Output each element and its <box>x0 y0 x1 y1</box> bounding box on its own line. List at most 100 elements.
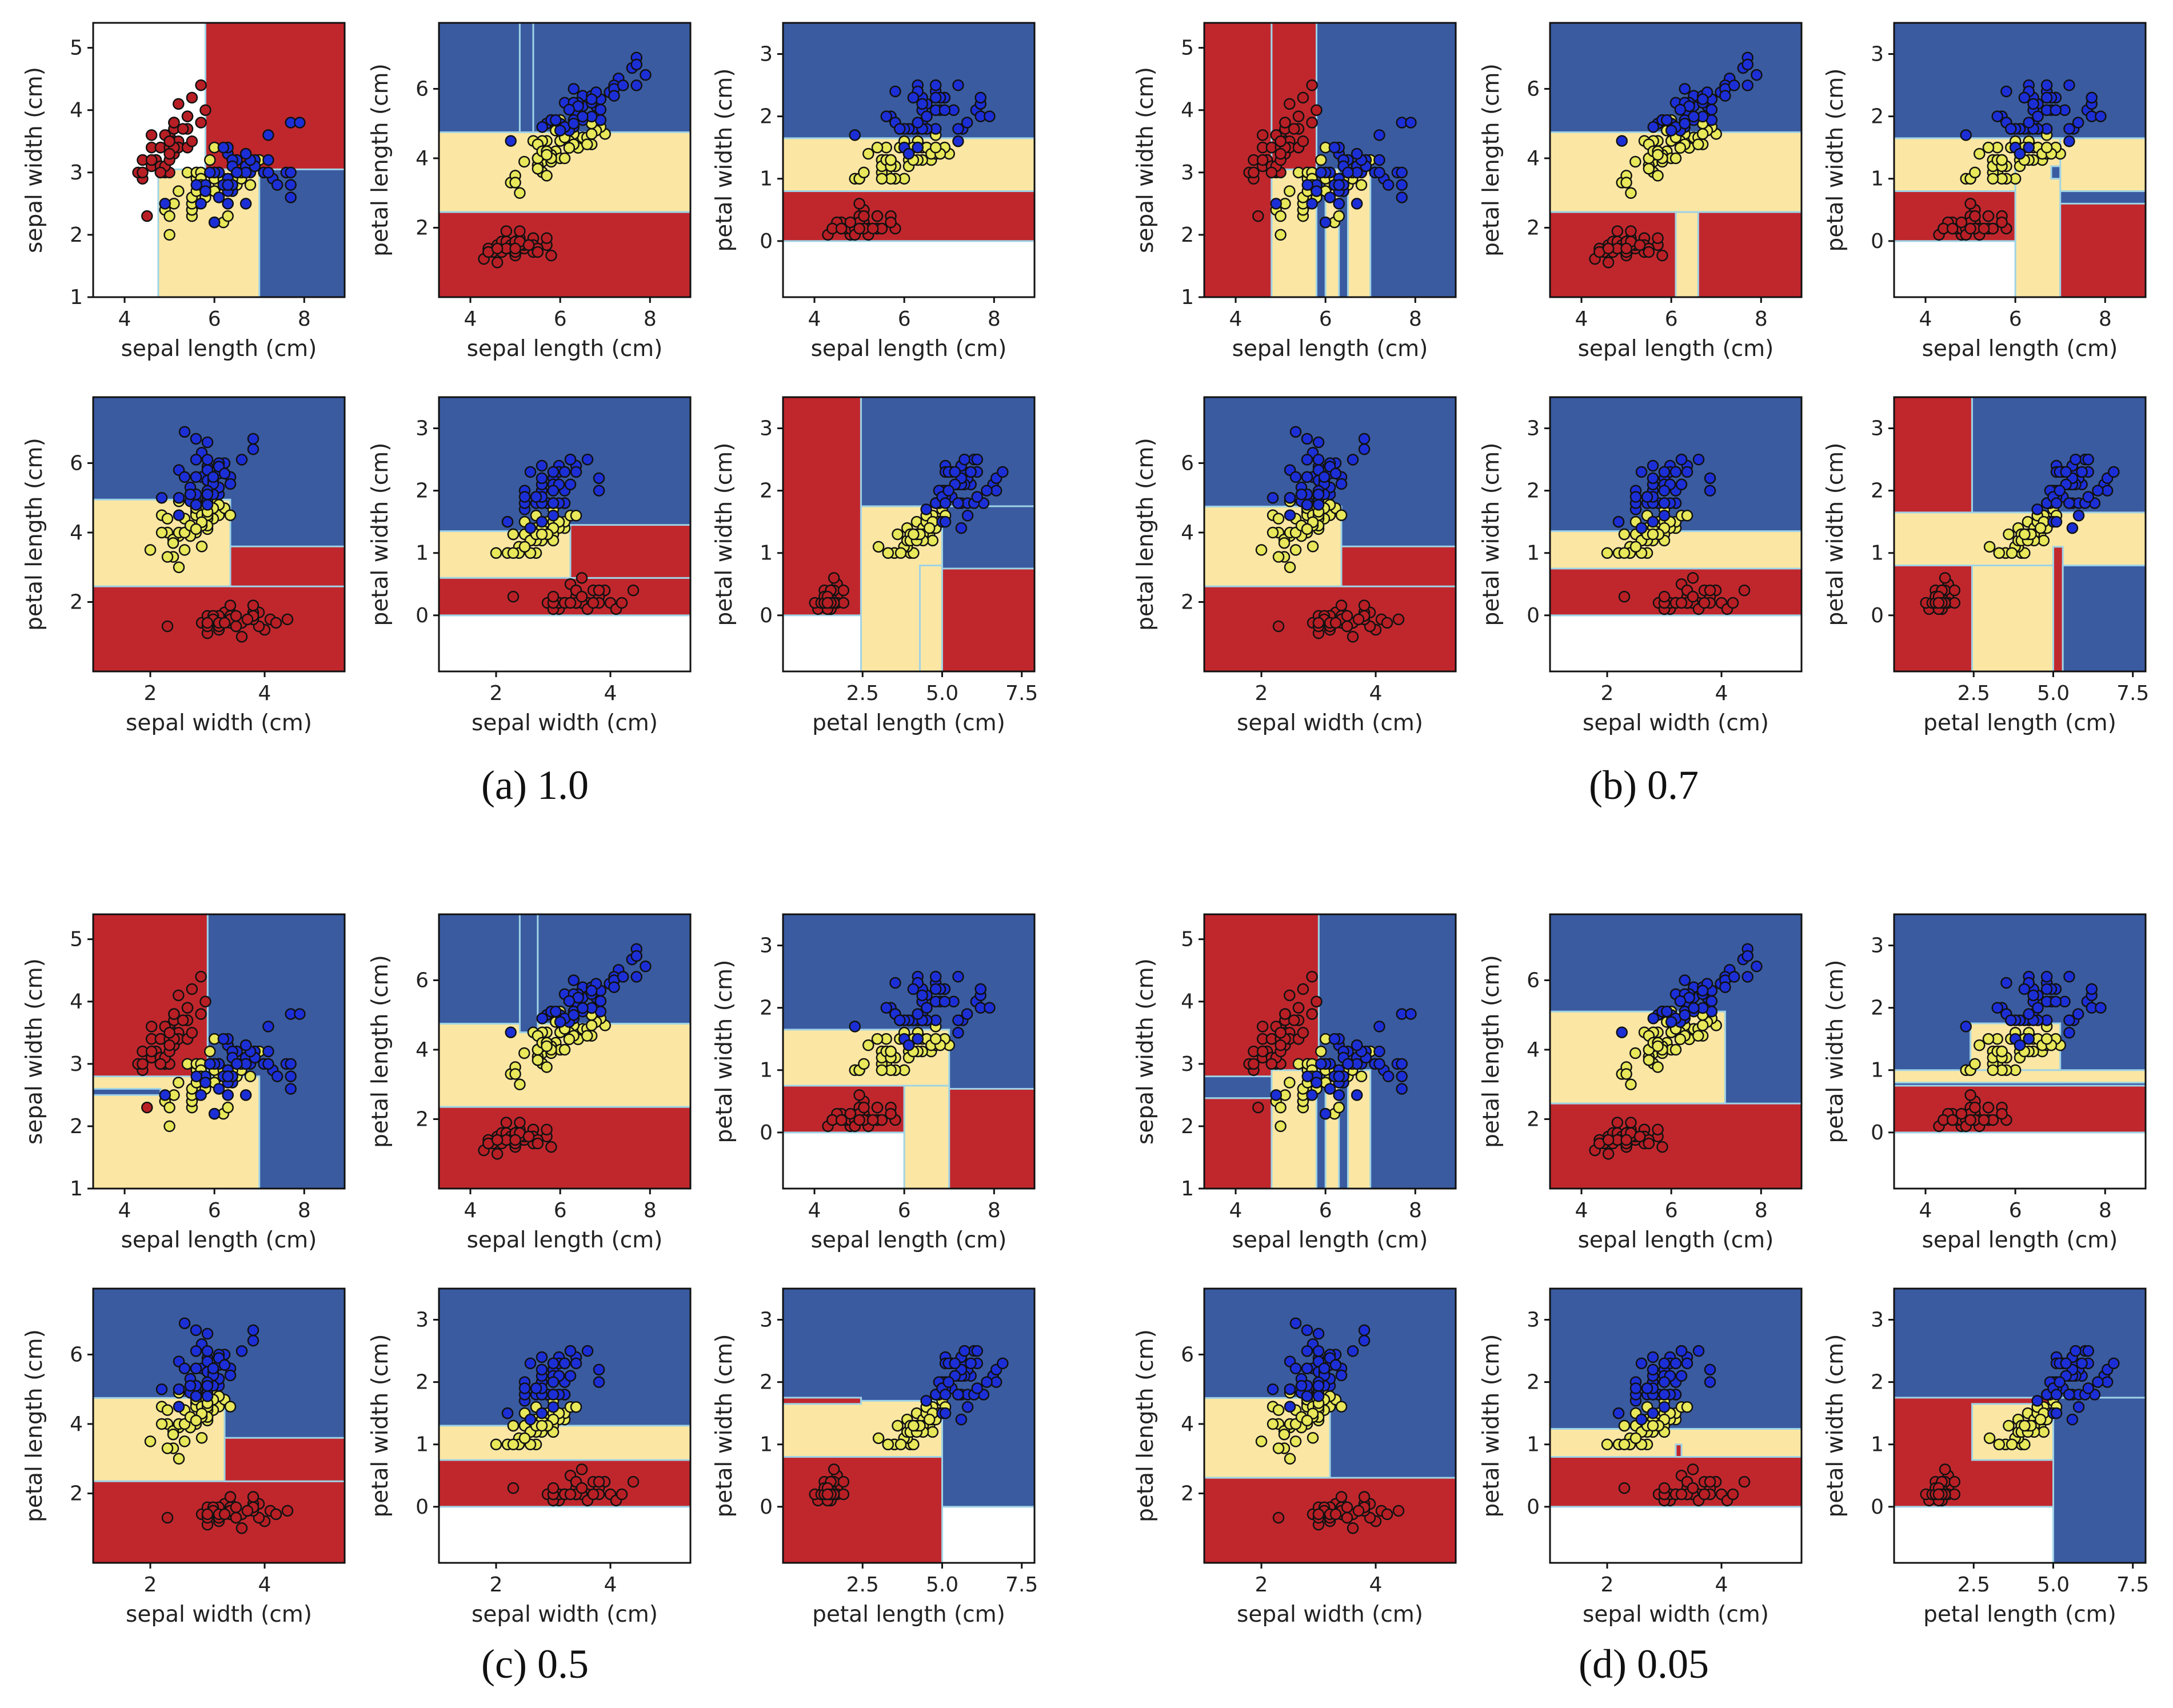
point-virginica <box>997 1357 1009 1370</box>
point-virginica <box>518 1382 531 1394</box>
point-virginica <box>1312 436 1325 449</box>
point-setosa <box>853 222 865 235</box>
point-virginica <box>1669 466 1682 478</box>
point-versicolor <box>244 1070 257 1082</box>
point-virginica <box>581 453 594 466</box>
point-setosa <box>1738 584 1751 597</box>
point-virginica <box>630 971 642 983</box>
point-virginica <box>1658 1376 1671 1388</box>
region-class-0 <box>783 1397 862 1405</box>
region-class-0 <box>1894 1085 2146 1134</box>
point-virginica <box>921 110 933 122</box>
point-versicolor <box>1629 1047 1641 1059</box>
point-virginica <box>2023 141 2035 154</box>
y-tick-label: 2 <box>1871 1371 1884 1394</box>
y-tick-label: 5 <box>70 928 83 951</box>
point-virginica <box>204 1058 216 1070</box>
point-versicolor <box>929 141 942 154</box>
x-axis-label: sepal length (cm) <box>1578 336 1774 362</box>
point-versicolor <box>244 179 257 191</box>
point-versicolor <box>1674 142 1687 154</box>
point-setosa <box>230 1511 242 1524</box>
point-virginica <box>271 1070 283 1082</box>
y-tick-label: 3 <box>1871 1309 1884 1332</box>
point-setosa <box>195 1008 207 1020</box>
data-points <box>822 79 996 241</box>
point-setosa <box>1955 216 1968 229</box>
y-axis-label: petal width (cm) <box>712 443 737 626</box>
subplot-c-6: 2.5 5.0 7.5 0 1 2 3 petal length (cm) petal widt… <box>712 1287 1038 1627</box>
x-tick-label: 4 <box>1919 307 1932 331</box>
point-virginica <box>2066 522 2079 534</box>
point-setosa <box>1652 232 1664 244</box>
point-virginica <box>971 1345 983 1357</box>
point-versicolor <box>1993 1438 2006 1450</box>
point-setosa <box>241 613 254 626</box>
point-virginica <box>990 485 1002 497</box>
y-tick-label: 4 <box>416 1038 429 1062</box>
point-setosa <box>224 599 237 611</box>
y-tick-label: 4 <box>1527 1038 1540 1062</box>
point-setosa <box>616 1488 628 1501</box>
point-versicolor <box>1618 547 1631 559</box>
y-tick-label: 1 <box>760 1059 773 1082</box>
point-virginica <box>2032 110 2044 122</box>
y-tick-label: 2 <box>1871 997 1884 1020</box>
point-virginica <box>1301 1390 1313 1402</box>
point-virginica <box>2023 1033 2035 1045</box>
point-virginica <box>536 121 548 133</box>
data-points <box>1243 970 1417 1133</box>
point-setosa <box>173 989 185 1002</box>
x-tick-label: 5.0 <box>2037 682 2070 705</box>
region-class-1 <box>1550 530 1801 570</box>
point-virginica <box>2086 983 2098 995</box>
point-virginica <box>2050 104 2062 116</box>
x-tick-label: 4 <box>464 1199 477 1222</box>
point-versicolor <box>872 541 885 553</box>
point-setosa <box>145 154 158 166</box>
point-setosa <box>1312 1508 1325 1521</box>
point-setosa <box>1687 1463 1699 1475</box>
point-virginica <box>952 497 964 509</box>
point-setosa <box>1279 117 1291 129</box>
point-setosa <box>218 1508 231 1521</box>
point-virginica <box>190 433 202 445</box>
point-setosa <box>1611 1117 1624 1129</box>
point-virginica <box>907 983 920 995</box>
point-versicolor <box>1674 1033 1687 1045</box>
x-tick-label: 4 <box>808 307 821 331</box>
point-virginica <box>563 995 576 1007</box>
region-class-0 <box>223 1437 345 1482</box>
subplot-a-4: 2 4 2 4 6 sepal width (cm) petal length (cm) <box>22 396 346 736</box>
decision-regions <box>1894 1289 2146 1563</box>
point-versicolor <box>2019 528 2031 541</box>
point-versicolor <box>2006 547 2018 559</box>
point-virginica <box>247 433 259 445</box>
point-versicolor <box>929 1033 942 1045</box>
point-setosa <box>1656 249 1668 262</box>
point-virginica <box>285 1083 297 1095</box>
point-virginica <box>1681 1357 1693 1370</box>
point-versicolor <box>1652 1040 1664 1053</box>
subplot-d-2: 4 6 8 2 4 6 sepal length (cm) petal length (cm) <box>1479 913 1803 1253</box>
point-virginica <box>2082 491 2094 503</box>
point-setosa <box>1265 1058 1278 1070</box>
point-versicolor <box>1355 1070 1368 1082</box>
data-points <box>1933 79 2107 241</box>
point-setosa <box>844 1107 857 1120</box>
x-axis-label: sepal length (cm) <box>811 336 1007 362</box>
point-versicolor <box>144 1435 157 1447</box>
point-virginica <box>285 1058 297 1070</box>
point-virginica <box>550 1005 562 1018</box>
point-setosa <box>576 572 588 584</box>
y-axis-label: sepal width (cm) <box>22 67 47 253</box>
point-setosa <box>866 222 879 235</box>
point-setosa <box>1939 572 1951 584</box>
data-points <box>132 970 306 1133</box>
point-virginica <box>204 166 216 179</box>
point-virginica <box>262 154 274 166</box>
point-setosa <box>616 597 628 609</box>
axes-frame <box>438 1287 692 1564</box>
point-versicolor <box>1974 1039 1986 1051</box>
point-versicolor <box>1255 544 1268 556</box>
